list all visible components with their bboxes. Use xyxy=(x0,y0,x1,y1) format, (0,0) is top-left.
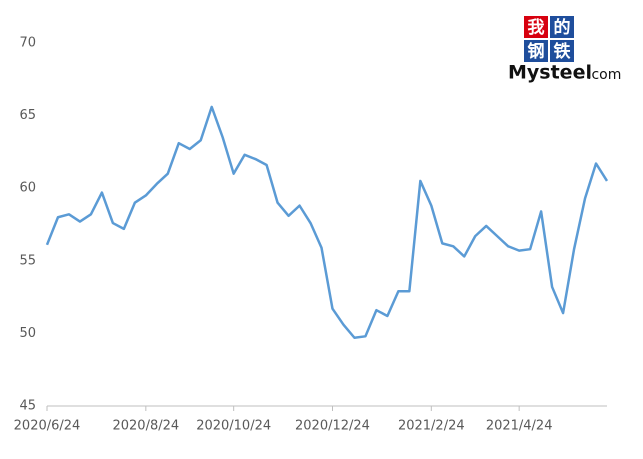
logo-char: 铁 xyxy=(554,41,571,62)
y-tick-label: 60 xyxy=(19,181,36,196)
y-tick-label: 65 xyxy=(19,108,36,123)
logo-brand: Mysteel xyxy=(508,62,592,84)
logo-box xyxy=(550,16,574,38)
x-tick-label: 2020/6/24 xyxy=(14,419,81,434)
y-tick-label: 55 xyxy=(19,253,36,268)
logo-box xyxy=(550,40,574,62)
logo-char: 钢 xyxy=(528,41,545,62)
y-tick-label: 70 xyxy=(19,36,36,51)
logo-domain: .com xyxy=(587,67,621,83)
logo-char: 我 xyxy=(528,18,545,38)
x-tick-label: 2020/8/24 xyxy=(112,419,179,434)
logo-box xyxy=(524,40,548,62)
line-series xyxy=(45,105,609,340)
logo-box xyxy=(524,16,548,38)
x-tick-label: 2021/2/24 xyxy=(398,419,465,434)
x-tick-label: 2021/4/24 xyxy=(486,419,553,434)
y-tick-label: 45 xyxy=(19,399,36,414)
logo: 我 的 钢 铁 Mysteel .com xyxy=(508,16,621,84)
x-tick-label: 2020/10/24 xyxy=(196,419,271,434)
x-tick-label: 2020/12/24 xyxy=(295,419,370,434)
logo-char: 的 xyxy=(554,17,571,38)
y-tick-label: 50 xyxy=(19,326,36,341)
